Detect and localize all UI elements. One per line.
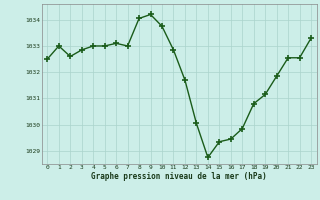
X-axis label: Graphe pression niveau de la mer (hPa): Graphe pression niveau de la mer (hPa) [91,172,267,181]
